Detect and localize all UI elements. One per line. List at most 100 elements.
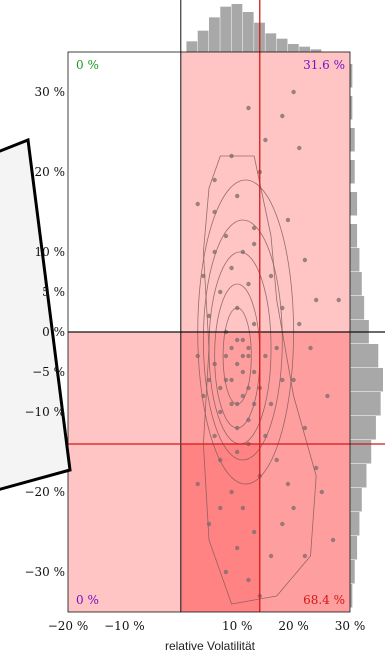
scatter-point (195, 201, 200, 207)
y-tick-label: −5 % (32, 365, 65, 379)
scatter-point (246, 417, 251, 423)
density-contour-outer (202, 155, 317, 605)
scatter-point (325, 393, 330, 399)
x-tick-label: 30 % (335, 619, 366, 633)
scatter-point (285, 217, 291, 223)
scatter-point (235, 425, 240, 431)
scatter-point (235, 401, 240, 407)
scatter-point (223, 377, 229, 383)
scatter-point (218, 457, 223, 463)
scatter-point (235, 193, 240, 199)
scatter-point (246, 385, 251, 391)
x-axis-title: relative Volatilität (165, 639, 256, 653)
right-histogram-bar (350, 584, 353, 608)
scatter-point (240, 249, 246, 255)
scatter-point (246, 105, 251, 111)
reference-lines (67, 0, 385, 613)
top-histogram-bar (287, 44, 299, 52)
scatter-point (246, 345, 251, 351)
scatter-points (195, 89, 341, 599)
scatter-point (218, 385, 223, 391)
quadrant-bottom-right-inner (180, 444, 260, 612)
top-histogram-bar (220, 6, 232, 52)
scatter-point (280, 521, 285, 527)
scatter-point (223, 353, 229, 359)
y-tick-label: −20 % (24, 485, 65, 499)
right-histogram-bar (350, 488, 362, 512)
scatter-point (263, 137, 268, 143)
y-tick-label: 10 % (35, 245, 66, 259)
scatter-point (280, 305, 285, 311)
scatter-point (251, 529, 257, 535)
scatter-point (235, 305, 240, 311)
top-histogram-bar (242, 12, 254, 52)
right-histogram-bar (350, 248, 360, 272)
scatter-point (268, 273, 274, 279)
top-histogram-bar (197, 30, 209, 52)
scatter-point (240, 505, 246, 511)
scatter-point (251, 241, 257, 247)
y-tick-label: −10 % (24, 405, 65, 419)
scatter-point (319, 489, 324, 495)
scatter-point (263, 353, 268, 359)
scatter-point (218, 505, 223, 511)
right-histogram-bar (350, 64, 353, 88)
right-histogram-bar (350, 96, 353, 120)
scatter-point (251, 225, 257, 231)
scatter-point (308, 345, 313, 351)
scatter-point (251, 401, 257, 407)
scatter-point (246, 281, 251, 287)
scatter-point (330, 537, 336, 543)
scatter-point (201, 393, 206, 399)
scatter-point (274, 345, 279, 351)
scatter-point (218, 409, 223, 415)
right-histogram-bar (350, 296, 365, 320)
scatter-point (235, 337, 240, 343)
scatter-point (251, 321, 257, 327)
scatter-point (313, 297, 319, 303)
top-histogram-bar (276, 38, 288, 52)
corner-label-top-right: 31.6 % (303, 58, 345, 72)
corner-label-bottom-right: 68.4 % (303, 593, 345, 607)
corner-labels: 0 % 31.6 % 0 % 68.4 % (76, 58, 345, 607)
scatter-point (297, 145, 302, 151)
scatter-point (291, 505, 296, 511)
y-tick-label: −30 % (24, 565, 65, 579)
corner-label-bottom-left: 0 % (76, 593, 99, 607)
scatter-point (251, 369, 257, 375)
scatter-point (268, 401, 274, 407)
marginal-histograms (186, 4, 383, 608)
x-tick-label: −20 % (48, 619, 89, 633)
scatter-point (212, 361, 217, 367)
right-histogram-bar (350, 440, 372, 464)
right-histogram-bar (350, 392, 381, 416)
right-histogram-bar (350, 536, 358, 560)
scatter-point (206, 521, 212, 527)
right-histogram-bar (350, 416, 376, 440)
scatter-point (291, 377, 296, 383)
scatter-point (212, 249, 217, 255)
scatter-point (229, 489, 234, 495)
scatter-point (212, 209, 217, 215)
scatter-point (280, 113, 285, 119)
scatter-point (235, 545, 240, 551)
top-histogram-bar (209, 17, 220, 52)
scatter-point (229, 265, 234, 271)
top-histogram-bar (231, 4, 243, 52)
callout-panel (0, 137, 72, 491)
top-histogram-bar (299, 46, 311, 52)
scatter-point (206, 377, 212, 383)
scatter-point (240, 369, 246, 375)
scatter-point (291, 89, 296, 95)
scatter-point (313, 465, 319, 471)
x-tick-label: 10 % (222, 619, 253, 633)
right-histogram-bar (350, 344, 379, 368)
scatter-point (302, 425, 308, 431)
scatter-point (229, 401, 234, 407)
scatter-point (201, 273, 206, 279)
quadrant-top-right (180, 52, 350, 332)
scatter-point (246, 577, 251, 583)
scatter-point (280, 377, 285, 383)
density-contour (202, 219, 283, 461)
